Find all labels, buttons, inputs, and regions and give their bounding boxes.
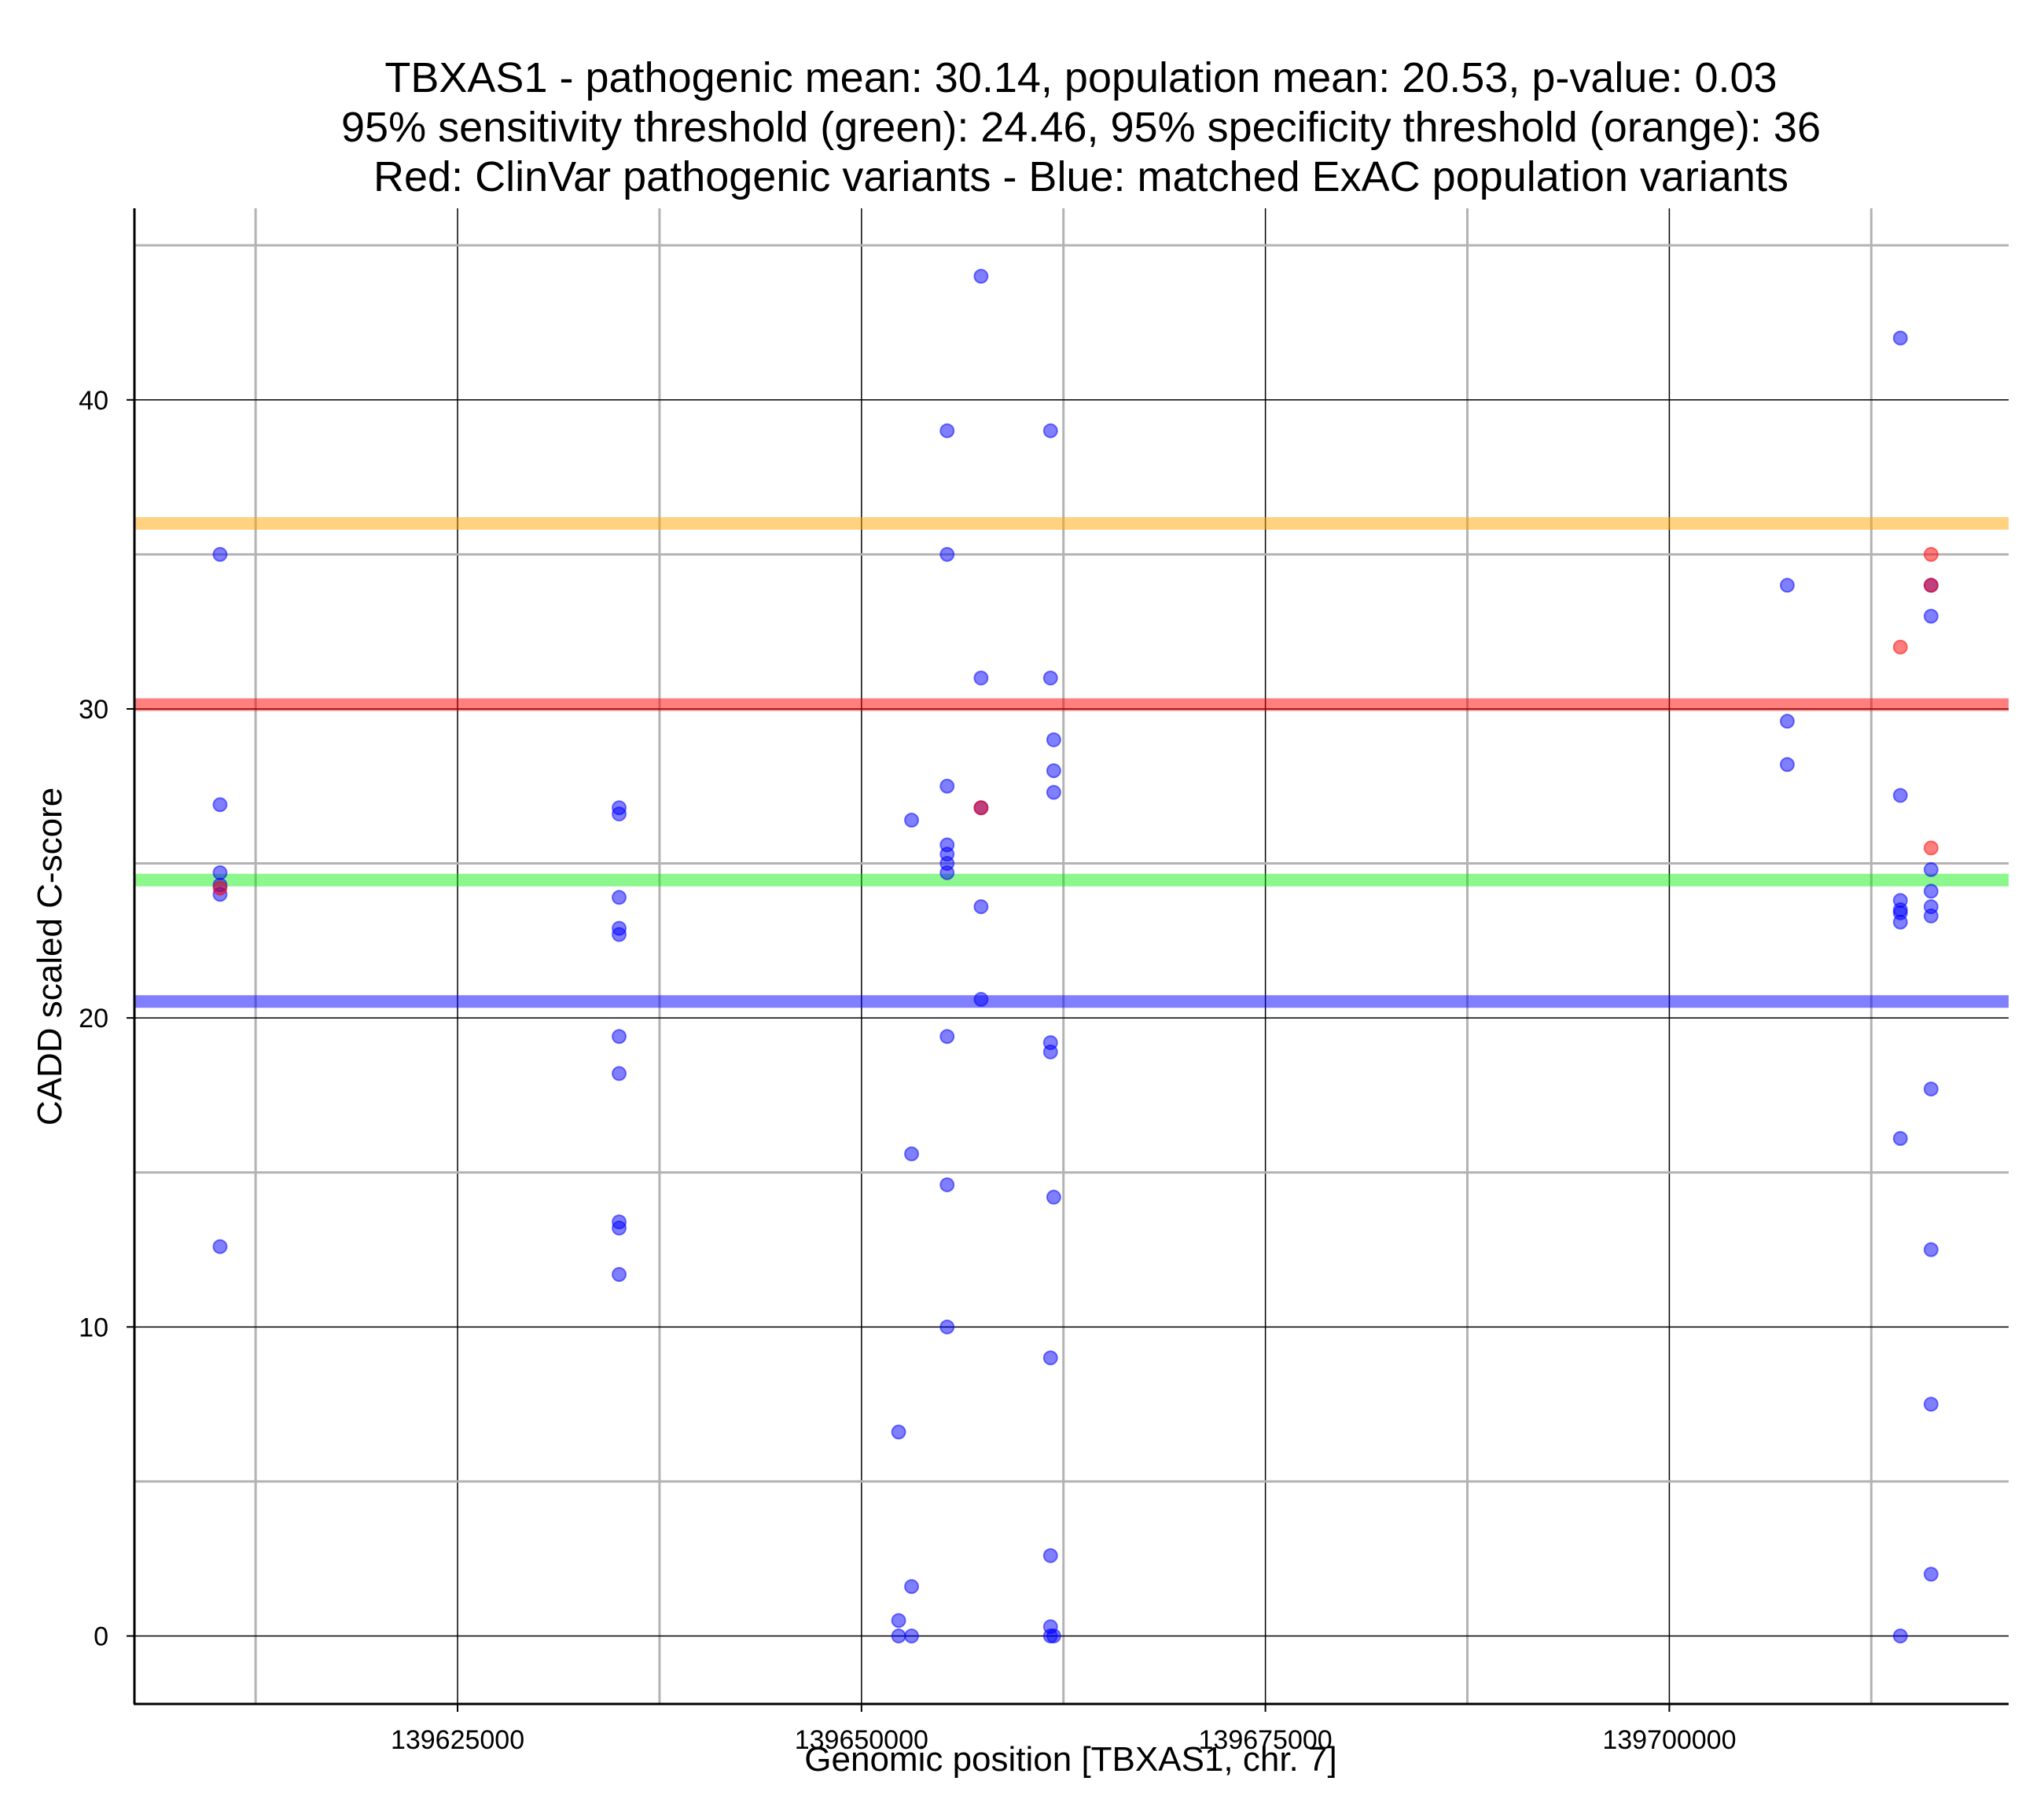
data-point [891, 1629, 906, 1643]
x-axis-title: Genomic position [TBXAS1, chr. 7] [804, 1740, 1336, 1779]
data-point [1892, 1629, 1908, 1643]
data-point [1779, 714, 1795, 729]
data-point [1892, 639, 1908, 655]
data-point [904, 813, 920, 828]
data-point [612, 890, 627, 905]
data-point [973, 670, 989, 686]
data-point [1892, 330, 1908, 346]
data-point [939, 865, 955, 880]
data-point [1923, 578, 1939, 593]
x-tick-label: 139650000 [795, 1725, 928, 1755]
y-axis-title: CADD scaled C-score [31, 788, 69, 1125]
y-tick-label: 20 [79, 1004, 108, 1034]
reference-lines [134, 517, 2009, 1008]
data-point [939, 778, 955, 794]
data-point [612, 1266, 627, 1282]
data-point [1046, 732, 1061, 747]
data-points [212, 269, 1939, 1643]
data-point [1923, 546, 1939, 562]
data-point [1923, 861, 1939, 877]
y-tick-label: 30 [79, 695, 108, 725]
data-point [612, 806, 627, 822]
tick-labels: 139625000 139650000 139675000 139700000 0 10 2… [79, 386, 1736, 1755]
data-point [939, 546, 955, 562]
data-point [212, 880, 228, 896]
data-point [212, 1239, 228, 1254]
data-point [904, 1629, 920, 1643]
data-point [1923, 1242, 1939, 1258]
data-point [1042, 1350, 1058, 1366]
data-point [1042, 670, 1058, 686]
data-point [1046, 1189, 1061, 1205]
data-point [1046, 784, 1061, 800]
data-point [939, 1177, 955, 1192]
data-point [212, 797, 228, 813]
y-tick-label: 0 [94, 1622, 108, 1652]
data-point [612, 1221, 627, 1236]
data-point [891, 1613, 906, 1629]
data-point [1923, 840, 1939, 856]
data-point [1779, 578, 1795, 593]
data-point [973, 269, 989, 284]
data-point [939, 1029, 955, 1045]
data-point [212, 865, 228, 880]
data-point [1779, 757, 1795, 773]
data-point [612, 927, 627, 942]
data-point [904, 1579, 920, 1595]
grid [134, 208, 2009, 1704]
data-point [939, 423, 955, 439]
data-point [1046, 1629, 1061, 1643]
data-point [1042, 423, 1058, 439]
data-point [1923, 1566, 1939, 1582]
data-point [1923, 608, 1939, 624]
axes [133, 208, 2009, 1706]
data-point [1042, 1044, 1058, 1059]
data-point [1892, 914, 1908, 930]
data-point [1892, 1130, 1908, 1146]
data-point [1046, 763, 1061, 779]
data-point [973, 800, 989, 816]
data-point [1923, 1081, 1939, 1097]
data-point [212, 546, 228, 562]
title-line-1: TBXAS1 - pathogenic mean: 30.14, populat… [384, 54, 1777, 101]
data-point [1923, 1397, 1939, 1412]
y-tick-label: 10 [79, 1313, 108, 1342]
data-point [1892, 788, 1908, 803]
x-tick-label: 139675000 [1199, 1725, 1333, 1755]
data-point [612, 1029, 627, 1045]
data-point [939, 1319, 955, 1335]
y-tick-label: 40 [79, 386, 108, 416]
data-point [1923, 883, 1939, 899]
data-point [1923, 908, 1939, 924]
data-point [1042, 1548, 1058, 1563]
data-point [904, 1146, 920, 1162]
title-line-2: 95% sensitivity threshold (green): 24.46… [341, 104, 1821, 151]
data-point [973, 899, 989, 915]
chart-title: TBXAS1 - pathogenic mean: 30.14, populat… [341, 54, 1821, 200]
x-tick-label: 139700000 [1602, 1725, 1736, 1755]
data-point [891, 1424, 906, 1440]
data-point [612, 1066, 627, 1081]
data-point [973, 992, 989, 1008]
x-tick-label: 139625000 [391, 1725, 524, 1755]
title-line-3: Red: ClinVar pathogenic variants - Blue:… [373, 153, 1788, 200]
